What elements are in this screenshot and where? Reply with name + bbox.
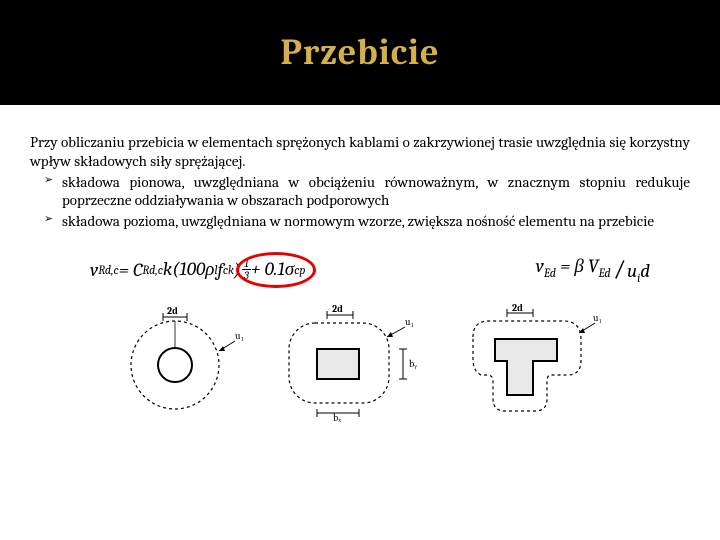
label-2d-c: 2d [512,303,523,314]
label-bx: bₓ [333,412,341,423]
slide-header: Przebicie [0,0,720,105]
diagram-circular-column: 2d u₁ [117,303,247,423]
formula-ved: vEd = β VEd ⁄ uid [536,255,650,285]
diagram-rect-column: 2d u₁ bₓ bᵧ [275,303,425,423]
sym-eq: = C [119,259,143,281]
formula-vrd: vRd,c = CRd,c k(100ρl fck ) 1 3 + 0.1σcp [90,258,305,281]
slide-title: Przebicie [281,32,440,73]
fraction-ved-uid: VEd ⁄ uid [588,255,650,285]
frac-slash: ⁄ [612,255,626,285]
label-u1: u₁ [235,330,244,342]
sym-v2: v [536,255,544,277]
label-2d: 2d [167,305,178,317]
sub-fck: ck [223,263,234,277]
sym-eq2: = β [560,255,588,277]
bullet-list: składowa pionowa, uwzględniana w obciąże… [30,173,690,231]
sub-rdc: Rd,c [98,263,119,277]
label-2d-b: 2d [332,303,343,315]
sym-v: v [90,259,98,281]
slide-body: Przy obliczaniu przebicia w elementach s… [0,105,720,423]
label-u1-b: u₁ [405,316,414,328]
bullet-item: składowa pionowa, uwzględniana w obciąże… [48,173,690,211]
intro-paragraph: Przy obliczaniu przebicia w elementach s… [30,133,690,171]
frac-top: VEd [588,255,611,280]
sym-k: k(100ρ [163,258,215,281]
diagram-row: 2d u₁ 2d u₁ bₓ [30,295,690,423]
sub-ed: Ed [544,266,556,280]
diagram-tshape-column: 2d u₁ [453,303,603,423]
label-u1-c: u₁ [593,312,602,324]
frac-bot: uid [627,260,650,285]
highlight-oval [236,252,316,288]
bullet-item: składowa pozioma, uwzględniana w normowy… [48,212,690,231]
label-by: bᵧ [409,358,417,370]
sub-crdc: Rd,c [142,263,163,277]
formula-row: vRd,c = CRd,c k(100ρl fck ) 1 3 + 0.1σcp… [30,233,690,295]
